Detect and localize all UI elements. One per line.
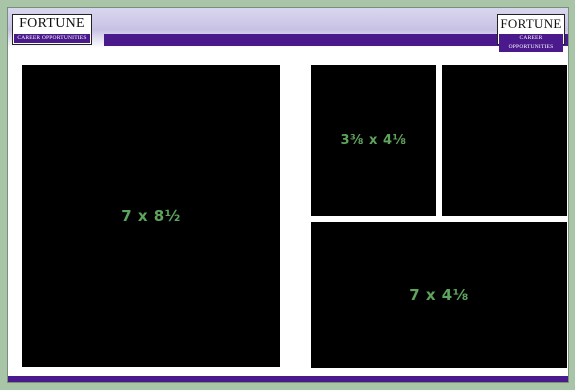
- ad-size-label: 7 x 4⅛: [409, 286, 469, 304]
- ad-layout-page: FORTUNE Career Opportunities FORTUNE Car…: [7, 7, 569, 383]
- ad-size-label: 7 x 8½: [121, 207, 181, 225]
- ad-block-small-right: [442, 65, 567, 216]
- ad-size-label: 3⅜ x 4⅛: [340, 133, 407, 148]
- logo-tagline: Career Opportunities: [499, 34, 563, 52]
- logo-wordmark: FORTUNE: [500, 16, 562, 31]
- logo-wordmark: FORTUNE: [19, 16, 85, 31]
- ad-block-small-left: 3⅜ x 4⅛: [311, 65, 436, 216]
- fortune-logo-right: FORTUNE Career Opportunities: [497, 14, 565, 52]
- page-header: FORTUNE Career Opportunities FORTUNE Car…: [8, 8, 568, 52]
- ad-block-wide: 7 x 4⅛: [311, 222, 567, 368]
- footer-bar: [8, 376, 568, 382]
- logo-tagline: Career Opportunities: [14, 34, 90, 43]
- header-bar: [104, 34, 568, 46]
- ad-block-large: 7 x 8½: [22, 65, 280, 367]
- fortune-logo-left: FORTUNE Career Opportunities: [12, 14, 92, 45]
